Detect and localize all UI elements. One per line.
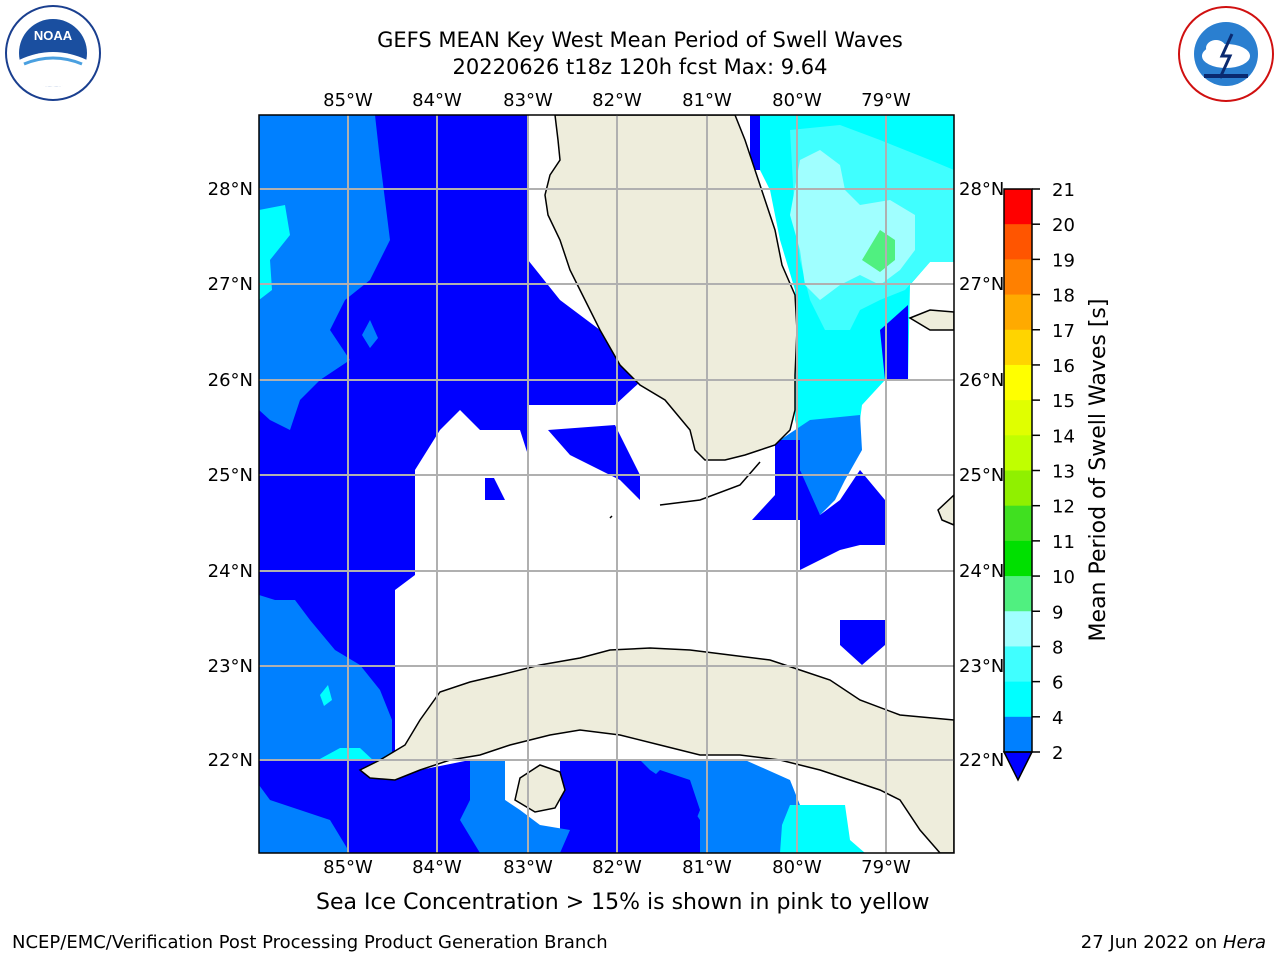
swell-band-4-6-south: [259, 785, 350, 853]
colorbar-segment: [1004, 505, 1032, 542]
colorbar-segment: [1004, 435, 1032, 471]
colorbar: 21 20 19 18 17 16 15 14 13 12 11 10 9 8 6 4 2: [1002, 180, 1075, 782]
lon-label-top-82w: 82°W: [592, 90, 642, 111]
footer-host: Hera: [1222, 932, 1266, 953]
swell-band-2-4-east-small: [840, 620, 885, 665]
lat-label-right-22n: 22°N: [959, 750, 1004, 771]
lon-label-bottom-82w: 82°W: [592, 857, 642, 878]
swell-band-2-4-east-strip: [750, 115, 760, 170]
lat-label-right-25n: 25°N: [959, 465, 1004, 486]
lat-label-left-22n: 22°N: [208, 750, 253, 771]
footer-branch: NCEP/EMC/Verification Post Processing Pr…: [12, 932, 608, 953]
lon-label-top-80w: 80°W: [772, 90, 822, 111]
colorbar-tick-label: 11: [1052, 532, 1075, 553]
swell-band-2-4-patch1: [528, 383, 615, 405]
colorbar-segment: [1004, 329, 1032, 366]
swell-band-2-4-spot-south: [640, 770, 700, 840]
colorbar-segment: [1004, 400, 1032, 436]
colorbar-segment: [1004, 681, 1032, 718]
cuba-landmass: [358, 647, 954, 853]
map-area: [259, 115, 954, 853]
lat-label-right-28n: 28°N: [959, 179, 1004, 200]
chart-title-line2: 20220626 t18z 120h fcst Max: 9.64: [452, 55, 828, 79]
colorbar-tick-label: 16: [1052, 356, 1075, 377]
colorbar-segment: [1004, 540, 1032, 577]
colorbar-segment: [1004, 259, 1032, 296]
nws-logo: [1176, 4, 1276, 104]
florida-keys: [609, 461, 761, 519]
colorbar-label: Mean Period of Swell Waves [s]: [1086, 299, 1111, 642]
map-gridlines: [259, 115, 954, 853]
lon-label-top-84w: 84°W: [412, 90, 462, 111]
lon-label-top-79w: 79°W: [861, 90, 911, 111]
colorbar-tick-label: 20: [1052, 215, 1075, 236]
lon-label-bottom-79w: 79°W: [861, 857, 911, 878]
lat-label-left-24n: 24°N: [208, 561, 253, 582]
lon-label-top-83w: 83°W: [503, 90, 553, 111]
colorbar-tick-label: 15: [1052, 391, 1075, 412]
swell-band-6-7-west: [259, 205, 290, 300]
swell-band-2-4-patch3: [485, 478, 505, 500]
colorbar-tick-label: 12: [1052, 497, 1075, 518]
lon-label-bottom-84w: 84°W: [412, 857, 462, 878]
sea-ice-caption: Sea Ice Concentration > 15% is shown in …: [316, 890, 930, 915]
colorbar-tick-label: 17: [1052, 321, 1075, 342]
lat-label-left-23n: 23°N: [208, 656, 253, 677]
swell-band-6-7-spot: [320, 685, 332, 706]
lat-label-right-26n: 26°N: [959, 370, 1004, 391]
lat-label-left-27n: 27°N: [208, 274, 253, 295]
lon-label-bottom-80w: 80°W: [772, 857, 822, 878]
colorbar-segment: [1004, 576, 1032, 612]
lat-label-left-26n: 26°N: [208, 370, 253, 391]
colorbar-tick-label: 13: [1052, 462, 1075, 483]
lon-label-top-81w: 81°W: [682, 90, 732, 111]
lat-label-left-25n: 25°N: [208, 465, 253, 486]
swell-band-6-7-south: [780, 805, 865, 853]
swell-band-2-4-east: [752, 440, 885, 570]
swell-band-4-6-spot: [362, 320, 378, 348]
lat-label-right-27n: 27°N: [959, 274, 1004, 295]
colorbar-segment: [1004, 224, 1032, 260]
colorbar-tick-label: 10: [1052, 567, 1075, 588]
chart-title-line1: GEFS MEAN Key West Mean Period of Swell …: [377, 28, 903, 52]
footer-date: 27 Jun 2022 on Hera: [1081, 932, 1266, 953]
colorbar-segment: [1004, 470, 1032, 507]
colorbar-tick-label: 4: [1052, 708, 1063, 729]
swell-band-4-6-south2: [460, 760, 570, 853]
colorbar-tick-label: 21: [1052, 180, 1075, 201]
map-frame: [258, 114, 955, 854]
swell-band-4-6-west: [259, 115, 390, 430]
lon-label-top-85w: 85°W: [323, 90, 373, 111]
colorbar-tick-label: 6: [1052, 673, 1063, 694]
colorbar-segment: [1004, 189, 1032, 225]
colorbar-tick-label: 8: [1052, 637, 1063, 658]
lat-label-left-28n: 28°N: [208, 179, 253, 200]
colorbar-tick-label: 2: [1052, 743, 1063, 764]
colorbar-tick-label: 9: [1052, 602, 1063, 623]
colorbar-segment: [1004, 294, 1032, 331]
lon-label-bottom-81w: 81°W: [682, 857, 732, 878]
noaa-logo-text: NOAA: [34, 28, 73, 43]
colorbar-tick-label: 18: [1052, 286, 1075, 307]
colorbar-extend-arrow: [1002, 751, 1034, 782]
lon-label-bottom-83w: 83°W: [503, 857, 553, 878]
colorbar-segment: [1004, 716, 1032, 753]
lon-label-bottom-85w: 85°W: [323, 857, 373, 878]
lat-label-right-24n: 24°N: [959, 561, 1004, 582]
swell-band-4-6-southwest: [259, 595, 392, 775]
florida-landmass: [544, 115, 798, 461]
colorbar-segment: [1004, 364, 1032, 401]
colorbar-segment: [1004, 646, 1032, 683]
footer-date-text: 27 Jun 2022 on: [1080, 932, 1223, 953]
colorbar-tick-label: 19: [1052, 250, 1075, 271]
colorbar-tick-label: 14: [1052, 426, 1075, 447]
bahamas-island: [908, 309, 954, 331]
colorbar-segment: [1004, 611, 1032, 647]
lat-label-right-23n: 23°N: [959, 656, 1004, 677]
bahamas-island-south: [937, 493, 954, 526]
noaa-logo: NOAA: [4, 4, 102, 102]
